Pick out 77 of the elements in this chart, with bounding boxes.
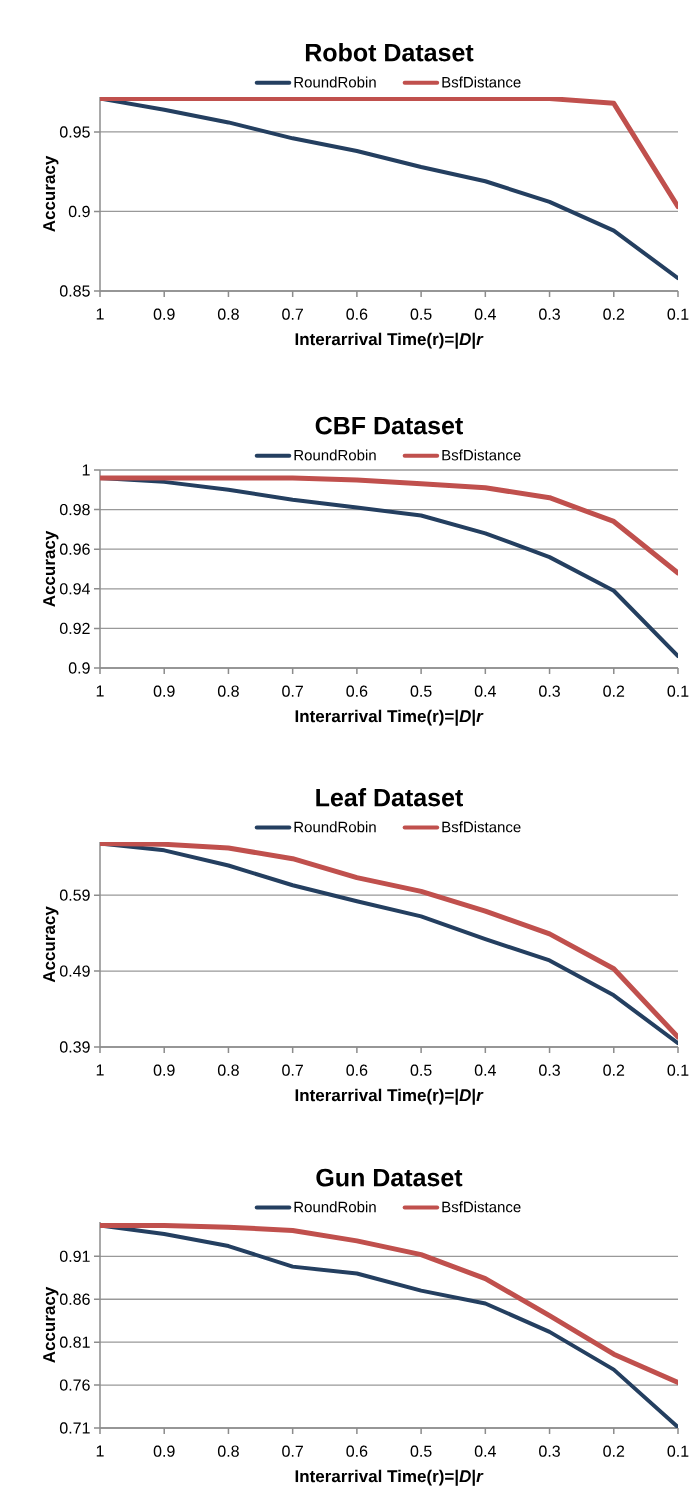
x-tick-label: 0.9 [153, 1064, 175, 1076]
chart-title: Gun Dataset [316, 1168, 463, 1187]
x-tick-label: 0.4 [474, 1445, 496, 1457]
x-tick-label: 0.5 [410, 1445, 432, 1457]
y-tick-label: 0.9 [68, 205, 90, 218]
legend-label: RoundRobin [294, 449, 376, 461]
y-tick-label: 0.85 [59, 285, 90, 297]
y-tick-label: 0.9 [68, 662, 90, 674]
y-tick-label: 0.81 [59, 1336, 90, 1348]
x-tick-label: 0.1 [667, 1064, 689, 1076]
x-tick-label: 0.6 [346, 308, 368, 320]
x-axis-title: Interarrival Time(r)=|D|r [295, 1088, 484, 1105]
x-tick-label: 0.1 [667, 1445, 689, 1457]
y-axis-title: Accuracy [43, 155, 59, 232]
x-tick-label: 0.6 [346, 1064, 368, 1076]
x-tick-label: 1 [96, 308, 104, 320]
chart-title: Leaf Dataset [316, 788, 463, 807]
x-tick-label: 0.8 [217, 1064, 239, 1076]
x-tick-label: 0.7 [282, 1064, 303, 1076]
x-tick-label: 0.1 [667, 308, 689, 320]
y-axis-title: Accuracy [43, 1286, 59, 1363]
legend-label: RoundRobin [294, 1201, 376, 1213]
x-tick-label: 0.6 [346, 685, 368, 697]
x-tick-label: 0.1 [667, 685, 689, 697]
y-tick-label: 1 [82, 464, 90, 476]
x-tick-label: 0.2 [603, 685, 625, 697]
y-tick-label: 0.96 [59, 543, 90, 555]
legend-label: BsfDistance [442, 1201, 521, 1213]
x-tick-label: 0.5 [410, 1064, 432, 1076]
x-tick-label: 0.4 [474, 1064, 496, 1076]
x-tick-label: 0.7 [282, 308, 303, 320]
x-tick-label: 0.8 [217, 308, 239, 320]
x-tick-label: 0.7 [282, 1445, 303, 1457]
y-tick-label: 0.98 [59, 503, 90, 516]
legend-label: RoundRobin [294, 76, 376, 88]
x-tick-label: 0.3 [539, 308, 560, 320]
y-tick-label: 0.49 [59, 965, 90, 977]
legend-label: BsfDistance [442, 76, 521, 88]
y-tick-label: 0.91 [59, 1250, 90, 1262]
y-tick-label: 0.86 [59, 1293, 90, 1305]
chart-title: Robot Dataset [305, 43, 474, 62]
x-tick-label: 1 [96, 685, 104, 697]
y-axis-title: Accuracy [43, 906, 59, 983]
x-tick-label: 0.8 [217, 1445, 239, 1457]
x-tick-label: 0.5 [410, 685, 432, 697]
x-tick-label: 0.2 [603, 308, 625, 320]
x-tick-label: 1 [96, 1064, 104, 1076]
legend-label: BsfDistance [442, 449, 521, 461]
x-tick-label: 0.3 [539, 685, 560, 697]
y-tick-label: 0.92 [59, 622, 90, 635]
y-tick-label: 0.71 [59, 1422, 90, 1434]
x-axis-title: Interarrival Time(r)=|D|r [295, 709, 484, 726]
x-axis-title: Interarrival Time(r)=|D|r [295, 1469, 484, 1486]
x-axis-title: Interarrival Time(r)=|D|r [295, 332, 484, 349]
legend-label: RoundRobin [294, 821, 376, 833]
y-axis-title: Accuracy [43, 530, 59, 607]
x-tick-label: 0.5 [410, 308, 432, 320]
x-tick-label: 0.3 [539, 1445, 560, 1457]
y-tick-label: 0.76 [59, 1379, 90, 1391]
x-tick-label: 0.9 [153, 685, 175, 697]
x-tick-label: 1 [96, 1445, 104, 1457]
chart-title: CBF Dataset [315, 416, 463, 435]
x-tick-label: 0.9 [153, 1445, 175, 1457]
x-tick-label: 0.9 [153, 308, 175, 320]
x-tick-label: 0.8 [217, 685, 239, 697]
y-tick-label: 0.95 [59, 126, 90, 138]
x-tick-label: 0.2 [603, 1064, 625, 1076]
x-tick-label: 0.3 [539, 1064, 560, 1076]
x-tick-label: 0.6 [346, 1445, 368, 1457]
x-tick-label: 0.7 [282, 685, 303, 697]
y-tick-label: 0.94 [59, 583, 90, 595]
y-tick-label: 0.59 [59, 889, 90, 901]
x-tick-label: 0.4 [474, 685, 496, 697]
legend-label: BsfDistance [442, 821, 521, 833]
y-tick-label: 0.39 [59, 1041, 90, 1053]
x-tick-label: 0.2 [603, 1445, 625, 1457]
x-tick-label: 0.4 [474, 308, 496, 320]
